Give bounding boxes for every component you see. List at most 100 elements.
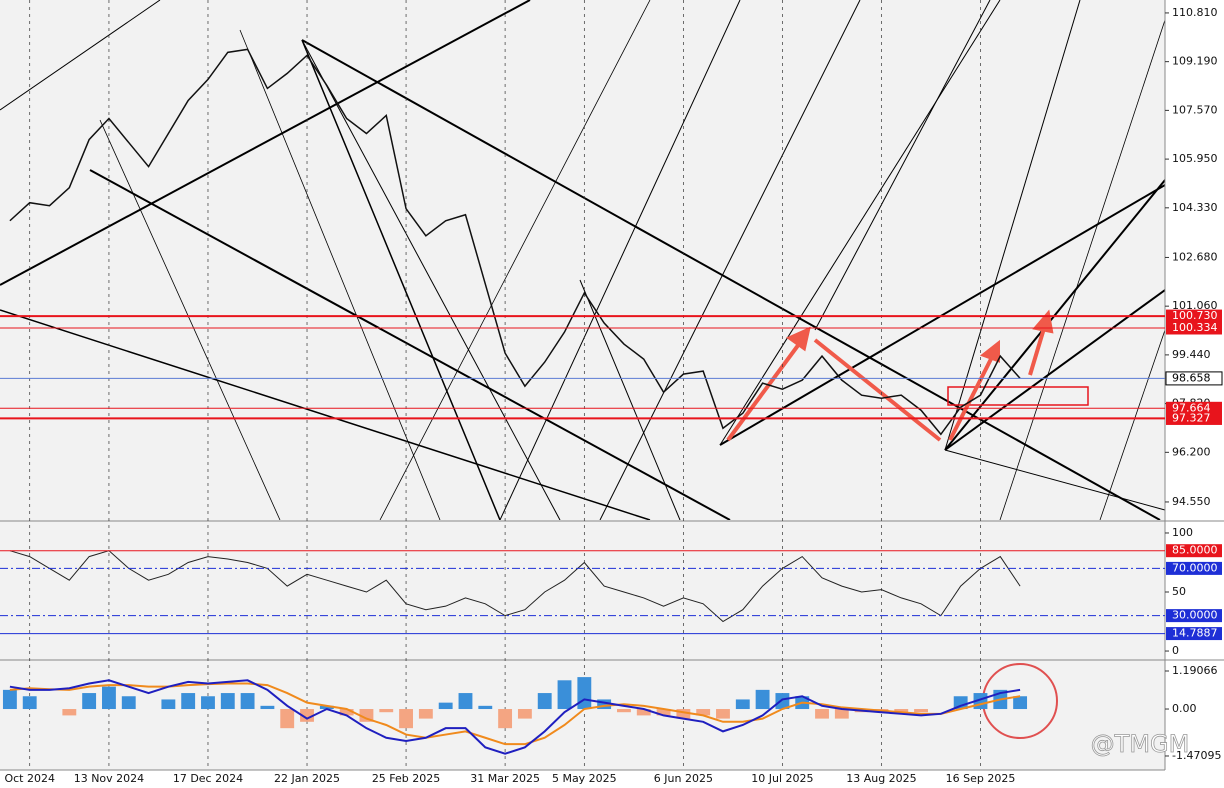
histogram-bar (1013, 696, 1028, 710)
histogram-bar (577, 677, 592, 710)
histogram-bar (458, 693, 473, 710)
y-tick-label: 1.19066 (1172, 664, 1218, 677)
y-tick-label: 96.200 (1172, 445, 1211, 458)
level-label-box (1166, 544, 1222, 558)
x-tick-label: 25 Feb 2025 (372, 772, 440, 785)
histogram-bar (121, 696, 136, 710)
level-label: 97.327 (1172, 411, 1211, 424)
histogram-bar (755, 689, 770, 710)
y-tick-label: -1.47095 (1172, 749, 1221, 762)
histogram-bar (656, 709, 671, 716)
histogram-bar (478, 705, 493, 710)
histogram-bar (300, 709, 314, 722)
y-tick-label: 104.330 (1172, 201, 1218, 214)
y-tick-label: 110.810 (1172, 6, 1218, 19)
x-tick-label: 6 Jun 2025 (654, 772, 713, 785)
histogram-bar (418, 709, 433, 719)
histogram-bar (775, 693, 790, 710)
watermark: @TMGM (1091, 730, 1190, 758)
level-label-box (1166, 411, 1222, 425)
histogram-bar (201, 696, 215, 710)
histogram-bar (517, 709, 532, 719)
level-label-box (1166, 561, 1222, 575)
histogram-bar (557, 680, 572, 710)
x-tick-label: 13 Aug 2025 (846, 772, 916, 785)
series-line (9, 679, 1021, 755)
x-tick-label: 16 Sep 2025 (946, 772, 1016, 785)
x-tick-label: 31 Mar 2025 (470, 772, 540, 785)
histogram-bar (62, 709, 77, 716)
x-tick-label: Oct 2024 (4, 772, 55, 785)
y-tick-label: 100 (1172, 526, 1193, 539)
y-tick-label: 50 (1172, 585, 1186, 598)
level-label: 70.0000 (1172, 561, 1218, 574)
histogram-bar (834, 709, 849, 719)
histogram-bar (696, 709, 711, 716)
histogram-bar (894, 709, 909, 713)
level-label-box (1166, 321, 1222, 335)
level-label-box (1166, 401, 1222, 415)
y-tick-label: 0.00 (1172, 702, 1197, 715)
histogram-bar (537, 693, 552, 710)
y-tick-label: 109.190 (1172, 55, 1218, 68)
series-line (9, 48, 1021, 436)
x-tick-label: 5 May 2025 (552, 772, 617, 785)
histogram-bar (280, 709, 295, 729)
histogram-bar (22, 696, 37, 710)
histogram-bar (359, 709, 374, 722)
histogram-bar (953, 696, 968, 710)
y-tick-label: 107.570 (1172, 103, 1218, 116)
histogram-bar (181, 693, 196, 710)
level-label: 14.7887 (1172, 627, 1218, 640)
level-label: 98.658 (1172, 371, 1211, 384)
histogram-bar (597, 699, 612, 710)
histogram-bar (735, 699, 750, 710)
level-label: 100.730 (1172, 309, 1218, 322)
histogram-bar (220, 693, 235, 710)
y-tick-label: 102.680 (1172, 250, 1218, 263)
histogram-bar (260, 705, 275, 710)
histogram-bar (716, 709, 730, 719)
level-label: 100.334 (1172, 321, 1218, 334)
histogram-bar (438, 702, 453, 710)
histogram-bar (914, 709, 928, 713)
y-tick-label: 105.950 (1172, 152, 1218, 165)
level-label-box (1166, 627, 1222, 641)
level-label-box (1165, 371, 1223, 386)
histogram-bar (339, 709, 354, 716)
series-line (9, 682, 1021, 746)
level-label-box (1166, 609, 1222, 623)
x-tick-label: 13 Nov 2024 (74, 772, 144, 785)
histogram-bar (161, 699, 176, 710)
histogram-bar (617, 709, 631, 713)
level-label: 97.664 (1172, 401, 1211, 414)
y-tick-label: 0 (1172, 644, 1179, 657)
highlight-box (947, 386, 1089, 406)
y-tick-label: 94.550 (1172, 495, 1211, 508)
y-tick-label: 101.060 (1172, 299, 1218, 312)
level-label: 30.0000 (1172, 609, 1218, 622)
histogram-bar (319, 705, 334, 710)
histogram-bar (379, 709, 394, 713)
y-tick-label: 99.440 (1172, 348, 1211, 361)
panel (2, 677, 1028, 755)
trend-lines (0, 0, 1165, 520)
plot-background (0, 0, 1165, 770)
x-tick-label: 17 Dec 2024 (173, 772, 243, 785)
x-tick-label: 22 Jan 2025 (274, 772, 340, 785)
histogram-bar (240, 693, 255, 710)
histogram-bar (82, 693, 97, 710)
histogram-bar (815, 709, 829, 719)
histogram-bar (636, 709, 651, 716)
histogram-bar (399, 709, 413, 729)
histogram-bar (102, 686, 116, 710)
x-tick-label: 10 Jul 2025 (751, 772, 813, 785)
arrows (726, 309, 1054, 442)
histogram-bar (676, 709, 691, 719)
level-label-box (1166, 309, 1222, 323)
level-label: 85.0000 (1172, 544, 1218, 557)
panel (9, 48, 1021, 436)
histogram-bar (498, 709, 513, 729)
histogram-bar (2, 689, 17, 710)
